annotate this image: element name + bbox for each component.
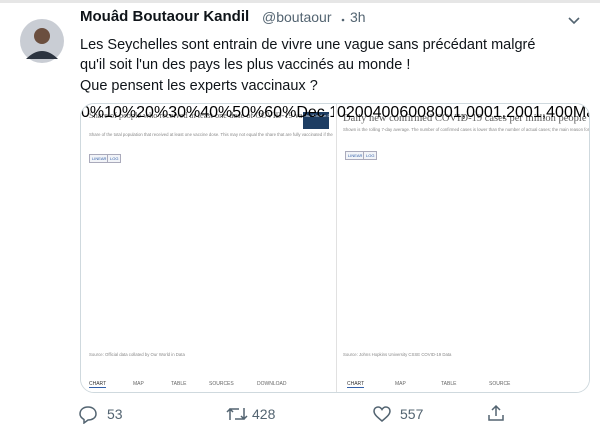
author-handle[interactable]: @boutaour xyxy=(262,9,332,25)
chart-subtitle: Shown is the rolling 7-day average. The … xyxy=(343,127,590,132)
share-icon[interactable] xyxy=(486,403,506,423)
tab[interactable]: TABLE xyxy=(441,381,457,387)
chart-title: Share of people who received at least on… xyxy=(89,111,321,120)
scale-button[interactable]: LOG xyxy=(107,154,122,163)
y-tick-label: 1,200 xyxy=(492,104,533,121)
more-menu[interactable] xyxy=(566,12,582,28)
chart-image[interactable]: Daily new confirmed COVID-19 cases per m… xyxy=(336,104,590,392)
logo: Our World in Data xyxy=(303,112,329,129)
tab[interactable]: SOURCE xyxy=(489,381,511,387)
y-tick-label: 60% xyxy=(264,104,297,121)
header-edge xyxy=(0,0,600,3)
reply-icon[interactable] xyxy=(78,404,98,424)
tab[interactable]: SOURCES xyxy=(209,381,234,387)
author-name[interactable]: Mouâd Boutaour Kandil xyxy=(80,8,250,25)
chart-image[interactable]: Share of people who received at least on… xyxy=(81,104,334,392)
tweet-text: Que pensent les experts vaccinaux ? xyxy=(80,78,318,94)
chart-plot: 0%10%20%30%40%50%60%Dec 19, 2020Feb 4, 2… xyxy=(81,104,334,122)
tab[interactable]: TABLE xyxy=(171,381,187,387)
tab[interactable]: DOWNLOAD xyxy=(257,381,287,387)
retweet-icon[interactable] xyxy=(226,404,248,424)
y-tick-label: 1,000 xyxy=(452,104,493,121)
y-tick-label: 0% xyxy=(81,104,105,121)
chart-plot: 02004006008001,0001,2001,400Mar 1, 2020A… xyxy=(337,104,589,122)
source-note: Source: Official data collated by Our Wo… xyxy=(89,352,185,357)
like-icon[interactable] xyxy=(372,404,392,424)
y-tick-label: 10% xyxy=(104,104,137,121)
scale-button[interactable]: LOG xyxy=(363,151,378,160)
y-tick-label: 600 xyxy=(399,104,427,121)
tweet-text: qu'il soit l'un des pays les plus vaccin… xyxy=(80,57,411,73)
tab[interactable]: MAP xyxy=(395,381,406,387)
y-tick-label: 40% xyxy=(200,104,233,121)
separator-dot xyxy=(341,18,345,22)
retweet-count: 428 xyxy=(252,406,276,422)
avatar[interactable] xyxy=(18,17,66,65)
y-tick-label: 30% xyxy=(168,104,201,121)
chart-title: Daily new confirmed COVID-19 cases per m… xyxy=(343,113,587,124)
y-tick-label: 0 xyxy=(337,104,346,121)
tab[interactable]: CHART xyxy=(347,381,365,388)
tweet-time[interactable]: 3h xyxy=(350,9,366,25)
x-tick-label: Dec 19, 2020 xyxy=(296,104,334,121)
media-card[interactable]: Share of people who received at least on… xyxy=(80,103,590,393)
source-note: Source: Johns Hopkins University CSSE CO… xyxy=(343,352,452,357)
y-tick-label: 400 xyxy=(372,104,400,121)
y-tick-label: 200 xyxy=(345,104,373,121)
tab[interactable]: CHART xyxy=(89,381,107,388)
like-count: 557 xyxy=(400,406,424,422)
y-tick-label: 50% xyxy=(232,104,265,121)
y-tick-label: 800 xyxy=(426,104,453,121)
tab[interactable]: MAP xyxy=(133,381,144,387)
y-tick-label: 20% xyxy=(136,104,169,121)
x-tick-label: Mar 1, 2020 xyxy=(572,104,589,121)
y-tick-label: 1,400 xyxy=(532,104,573,121)
tweet-text: Les Seychelles sont entrain de vivre une… xyxy=(80,37,536,53)
chart-subtitle: Share of the total population that recei… xyxy=(89,132,334,137)
reply-count: 53 xyxy=(107,406,123,422)
